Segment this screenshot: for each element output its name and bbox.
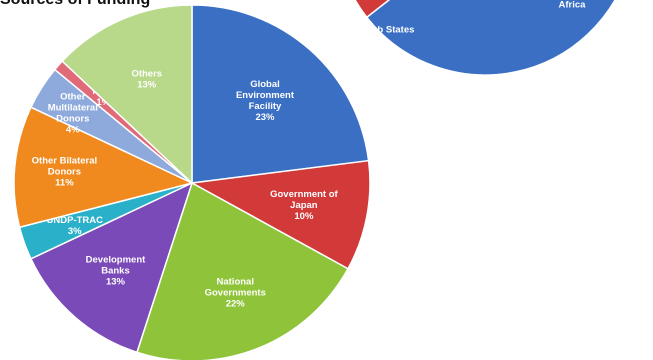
slice-government-of-japan-label-line-2: 10% [294,211,314,222]
slice-others [61,4,193,185]
slice-government-of-japan-label-line-1: Japan [290,200,318,211]
regional-slice-arab-states-label-line-0: Arab States [362,25,415,36]
slice-government-of-japan [189,159,371,270]
slice-undp-trac-label-line-0: UNDP-TRAC [47,215,104,226]
slice-other-bilateral-donors [13,106,195,229]
slice-national-governments-label-line-1: Governments [205,288,266,299]
regional-slice-africa-label-line-0: Africa [559,0,587,11]
slice-development-banks-label-line-2: 13% [106,276,126,287]
slice-global-environment-facility-label-line-0: Global [250,79,280,90]
slice-national-governments [136,181,349,360]
slice-undp-trac-label-line-1: 3% [68,226,82,237]
slice-ngo-label-line-1: 1% [96,97,110,108]
regional-pie-chart: Arab States Africa [353,0,617,76]
regional-slice-africa-label: Africa [559,0,587,11]
chart-title: Sources of Funding [0,0,150,9]
slice-national-governments-label-line-2: 22% [226,299,246,310]
slice-global-environment-facility-label-line-1: Environment [236,90,295,101]
slice-development-banks [29,181,194,354]
slice-global-environment-facility [191,4,370,184]
slice-other-multilateral-donors-label-line-0: Other [60,91,86,102]
slice-other-multilateral-donors-label-line-3: 4% [66,124,80,135]
slice-other-multilateral-donors-label-line-1: Multilateral [48,102,98,113]
slice-others-label-line-1: 13% [137,79,157,90]
slice-other-bilateral-donors-label-line-1: Donors [48,166,81,177]
slice-development-banks-label-line-1: Banks [101,265,130,276]
slice-other-bilateral-donors-label-line-0: Other Bilateral [32,155,97,166]
regional-slice-africa [365,0,616,76]
slice-others-label-line-0: Others [131,68,162,79]
slice-other-bilateral-donors-label-line-2: 11% [55,177,74,188]
regional-slice-arab-states-label: Arab States [362,25,415,36]
slice-global-environment-facility-label-line-3: 23% [255,112,275,123]
slice-other-multilateral-donors-label-line-2: Donors [56,113,89,124]
slice-global-environment-facility-label-line-2: Facility [249,101,282,112]
slice-government-of-japan-label-line-0: Government of [270,189,338,200]
slice-national-governments-label-line-0: National [217,277,254,288]
slice-development-banks-label-line-0: Development [86,254,146,265]
